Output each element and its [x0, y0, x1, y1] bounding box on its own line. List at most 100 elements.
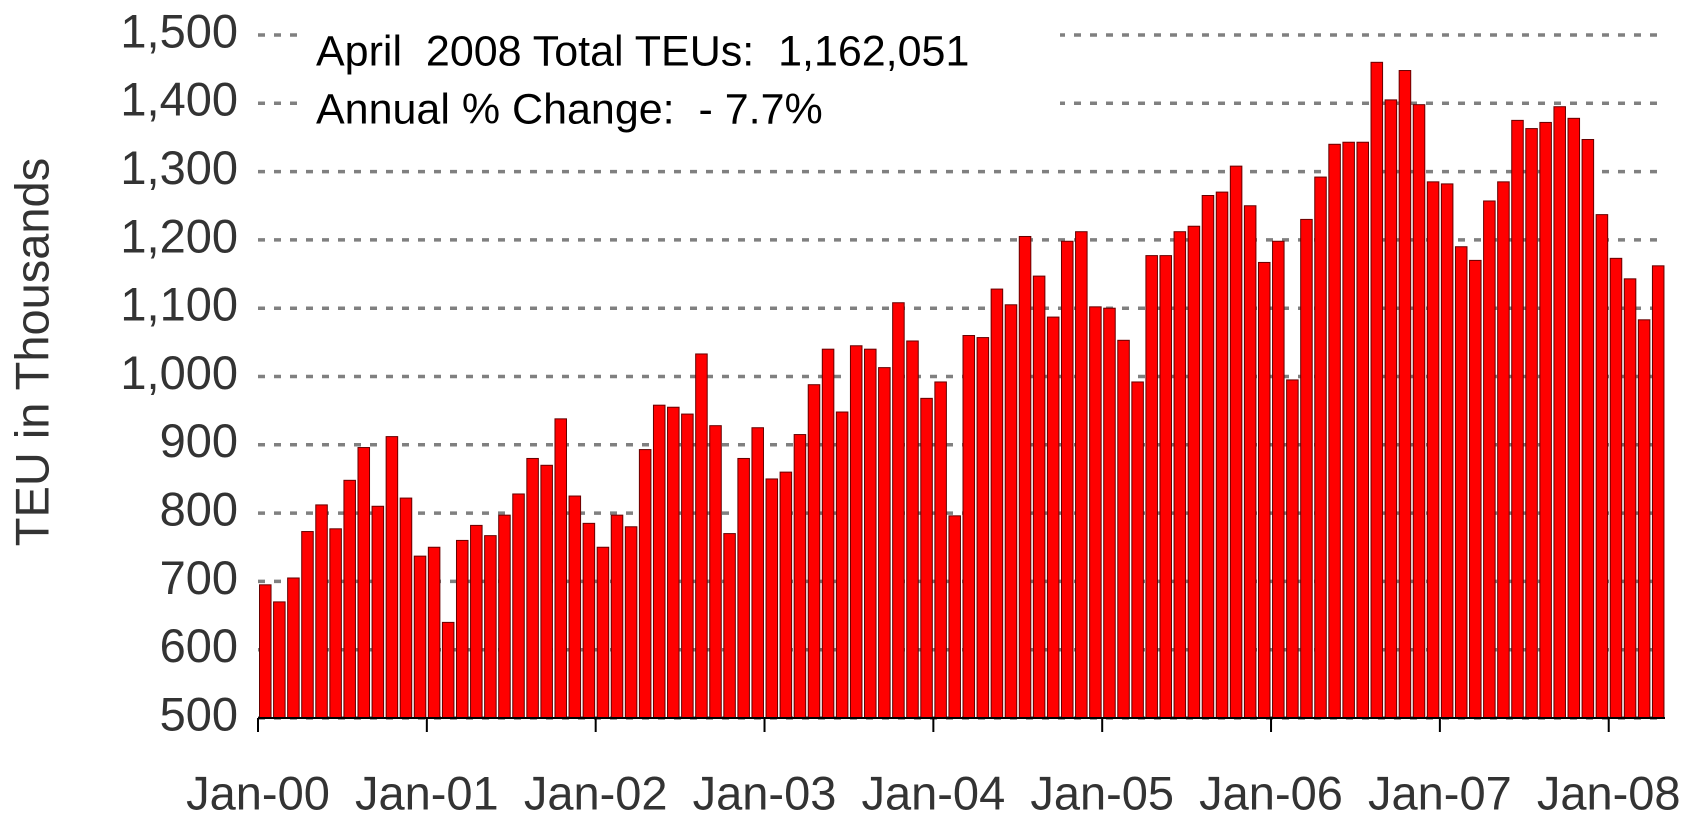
- bar: [1426, 181, 1440, 719]
- bar: [357, 447, 371, 719]
- bar: [1243, 205, 1257, 719]
- bar: [1440, 183, 1454, 719]
- bar: [779, 471, 793, 719]
- bar: [892, 302, 905, 719]
- bar: [1342, 141, 1355, 719]
- annotation: April 2008 Total TEUs: 1,162,051: [316, 27, 969, 75]
- x-tick-label: Jan-04: [862, 766, 1006, 819]
- bar: [455, 539, 469, 719]
- y-axis-label: TEU in Thousands: [5, 158, 58, 546]
- bar: [976, 337, 990, 719]
- annotation-box: [300, 20, 1060, 140]
- bar: [610, 514, 624, 719]
- x-tick-label: Jan-07: [1368, 766, 1512, 819]
- bar: [315, 504, 328, 719]
- bar: [1384, 99, 1398, 719]
- bar: [1609, 257, 1623, 719]
- bar: [1272, 240, 1285, 719]
- bar: [878, 367, 891, 719]
- y-tick-label: 1,100: [120, 278, 238, 331]
- bar: [596, 546, 610, 719]
- bar: [1257, 261, 1271, 719]
- bar: [793, 434, 807, 719]
- y-tick-label: 800: [160, 483, 238, 536]
- bar: [652, 404, 666, 719]
- bar: [765, 478, 779, 719]
- bar: [1201, 195, 1215, 719]
- bar: [695, 353, 708, 719]
- bar: [1356, 141, 1369, 719]
- x-tick-label: Jan-06: [1199, 766, 1343, 819]
- bar: [962, 335, 976, 719]
- y-tick-label: 1,400: [120, 73, 238, 126]
- bar: [1595, 214, 1609, 719]
- bar: [1229, 165, 1243, 719]
- bar: [751, 427, 764, 719]
- bars: [259, 61, 1665, 719]
- bar: [849, 345, 863, 719]
- bar: [399, 497, 413, 719]
- y-tick-label: 1,000: [120, 346, 238, 399]
- bar: [582, 522, 596, 719]
- bar: [1060, 240, 1074, 719]
- y-tick-label: 600: [160, 619, 238, 672]
- bar: [1412, 104, 1426, 719]
- bar: [1300, 218, 1313, 719]
- y-tick-label: 1,300: [120, 141, 238, 194]
- bar: [568, 495, 582, 719]
- bar: [413, 555, 427, 719]
- bar: [470, 524, 483, 719]
- bar: [1511, 119, 1524, 719]
- bar: [1131, 381, 1144, 719]
- y-tick-label: 700: [160, 551, 238, 604]
- bar: [1145, 255, 1158, 719]
- bar: [343, 479, 356, 719]
- bar: [1286, 379, 1299, 719]
- bar: [329, 528, 342, 719]
- bar: [1004, 304, 1018, 719]
- x-tick-label: Jan-08: [1537, 766, 1681, 819]
- bar: [371, 505, 385, 719]
- bar: [1497, 181, 1510, 719]
- bar: [1637, 319, 1651, 719]
- bar: [906, 340, 919, 719]
- bar: [920, 397, 933, 719]
- bar: [484, 535, 497, 719]
- bar: [1187, 225, 1201, 719]
- bar: [526, 457, 539, 719]
- bar: [1215, 191, 1229, 719]
- bar: [498, 514, 511, 719]
- bar: [1314, 176, 1327, 719]
- bar: [709, 425, 722, 719]
- bar: [1398, 70, 1412, 719]
- y-tick-label: 900: [160, 414, 238, 467]
- bar: [835, 411, 849, 719]
- x-tick-label: Jan-02: [524, 766, 668, 819]
- bar: [1103, 307, 1116, 719]
- bar: [1623, 278, 1637, 719]
- bar: [1469, 259, 1482, 719]
- bar: [512, 493, 525, 719]
- bar: [1370, 61, 1384, 719]
- bar: [948, 515, 961, 719]
- bar: [737, 457, 750, 719]
- bar: [624, 526, 638, 719]
- bar: [1159, 255, 1173, 719]
- bar: [1581, 138, 1595, 719]
- bar: [427, 546, 441, 719]
- bar: [441, 621, 455, 719]
- bar: [259, 584, 272, 719]
- annotation: Annual % Change: - 7.7%: [316, 85, 823, 133]
- bar: [864, 348, 877, 719]
- x-tick-label: Jan-03: [693, 766, 837, 819]
- bar: [1075, 231, 1088, 719]
- bar: [1032, 275, 1046, 719]
- bar: [1483, 200, 1496, 719]
- x-tick-label: Jan-05: [1030, 766, 1174, 819]
- x-tick-label: Jan-01: [355, 766, 499, 819]
- bar: [1328, 143, 1341, 719]
- bar: [1553, 106, 1566, 719]
- y-tick-label: 1,200: [120, 209, 238, 262]
- bar: [1046, 316, 1060, 719]
